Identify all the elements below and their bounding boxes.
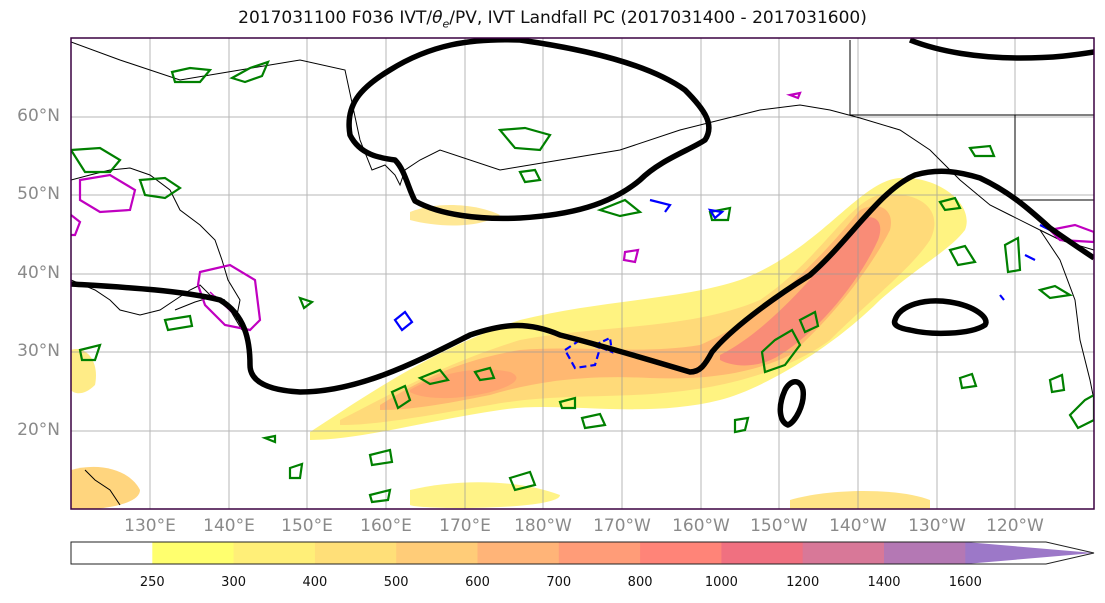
colorbar-tick-label: 1400 [867,575,901,590]
lat-label: 50°N [17,184,60,204]
lon-label: 130°W [908,516,966,536]
ivt-landfall-pc-contour [71,38,1094,428]
lon-label: 140°W [829,516,887,536]
colorbar-tick-label: 1200 [786,575,820,590]
lon-label: 140°E [203,516,255,536]
lat-label: 30°N [17,341,60,361]
colorbar-tick-label: 1000 [704,575,738,590]
map-frame [70,37,1095,510]
chart-title: 2017031100 F036 IVT/θe/PV, IVT Landfall … [238,8,867,31]
theta-e-contours [71,60,1094,504]
lon-label: 150°E [281,516,333,536]
lon-label: 160°W [672,516,730,536]
map-canvas [70,37,1095,510]
lon-label: 180°W [514,516,572,536]
lon-label: 130°E [124,516,176,536]
lon-label: 170°W [593,516,651,536]
lat-label: 20°N [17,420,60,440]
colorbar-tick-label: 250 [139,575,165,590]
colorbar-tick-label: 500 [383,575,409,590]
lon-label: 160°E [360,516,412,536]
colorbar-tick-label: 600 [465,575,490,590]
colorbar-tick-label: 400 [302,575,328,590]
gridlines [71,38,1094,509]
lat-label: 60°N [17,106,60,126]
colorbar-tick-label: 700 [546,575,572,590]
lat-label: 40°N [17,263,60,283]
colorbar-tick-label: 1600 [948,575,982,590]
colorbar-tick-label: 300 [221,575,246,590]
lon-label: 120°W [986,516,1044,536]
colorbar-tick-label: 800 [627,575,653,590]
lon-label: 170°E [439,516,491,536]
lon-label: 150°W [750,516,808,536]
